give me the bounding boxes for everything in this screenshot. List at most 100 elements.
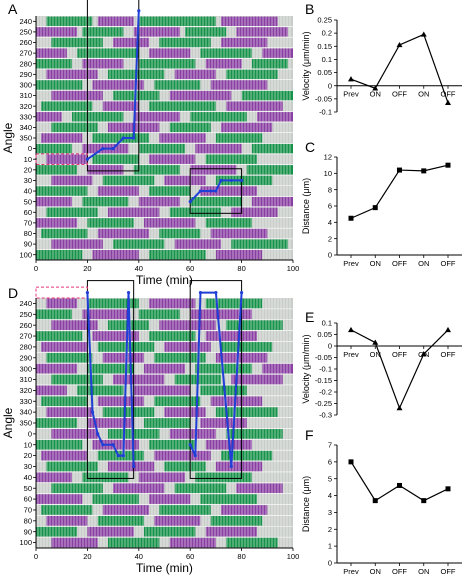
segment-green (138, 16, 216, 27)
segment-purple (236, 27, 288, 37)
segment-purple (87, 165, 124, 175)
y-tick-label: 0.2 (322, 29, 332, 38)
x-tick-label: OFF (392, 350, 407, 359)
segment-green (51, 122, 98, 133)
segment-purple (133, 27, 180, 37)
panel-letter: E (305, 309, 314, 325)
segment-green (251, 59, 288, 69)
y-axis-title: Velocity (μm/min) (301, 31, 311, 100)
segment-green (82, 196, 129, 207)
y-tick-label: 250 (19, 310, 32, 319)
trajectory-point (229, 178, 233, 183)
data-point-square (397, 167, 402, 173)
segment-purple (102, 352, 144, 363)
segment-green (46, 352, 93, 363)
segment-green (87, 218, 134, 228)
segment-purple (36, 218, 78, 228)
trajectory-line (189, 291, 243, 467)
segment-purple (174, 239, 222, 249)
data-point-square (421, 168, 427, 174)
y-axis-title: Angle (1, 407, 15, 438)
y-tick-label: 7 (328, 441, 332, 450)
y-tick-label: 10 (24, 440, 32, 449)
trajectory-point (188, 443, 192, 447)
segment-purple (36, 385, 67, 396)
y-tick-label: 2 (328, 234, 332, 243)
data-point-square (348, 459, 354, 465)
x-tick-label: 0 (34, 552, 38, 561)
data-point-square (445, 486, 451, 492)
segment-purple (231, 207, 278, 217)
segment-purple (169, 537, 216, 548)
stripe-texture (37, 298, 291, 548)
y-tick-label: 350 (19, 419, 32, 428)
y-tick-label: -0.15 (315, 376, 332, 385)
segment-green (200, 494, 258, 504)
segment-purple (92, 80, 144, 90)
y-tick-label: 12 (324, 153, 332, 162)
segment-green (226, 537, 278, 548)
segment-green (36, 59, 72, 69)
segment-purple (154, 515, 201, 526)
segment-green (154, 396, 201, 407)
trajectory-point (240, 178, 244, 183)
segment-green (82, 472, 129, 483)
trajectory-point (111, 443, 115, 447)
segment-green (169, 122, 211, 133)
trajectory-point (85, 157, 89, 161)
segment-green (77, 385, 124, 396)
y-tick-label: -0.25 (315, 399, 332, 408)
data-point-triangle (396, 405, 403, 411)
x-tick-label: ON (370, 259, 381, 268)
segment-green (205, 154, 258, 164)
segment-purple (205, 331, 258, 341)
x-tick-label: ON (418, 259, 429, 268)
segment-green (46, 16, 93, 27)
segment-green (41, 505, 93, 515)
segment-green (149, 249, 206, 260)
segment-purple (97, 228, 150, 239)
segment-purple (41, 450, 88, 461)
trajectory-point (198, 290, 203, 295)
segment-green (41, 101, 93, 111)
segment-purple (221, 16, 278, 27)
y-tick-label: 5 (328, 474, 332, 483)
y-tick-label: 80 (24, 516, 32, 525)
y-tick-label: 0 (28, 429, 32, 438)
data-point-square (421, 498, 427, 504)
data-point-triangle (420, 31, 427, 37)
y-tick-label: 270 (19, 49, 32, 58)
series-line (350, 164, 449, 219)
trajectory-point (137, 9, 141, 13)
x-tick-label: 20 (83, 552, 91, 561)
segment-purple (133, 385, 191, 396)
x-tick-label: OFF (441, 90, 456, 99)
panel-c-line: C 0 2 4 6 8 10 12 Prev ON OFF ON OFF Distance (μm) (301, 139, 462, 268)
segment-purple (36, 196, 72, 207)
y-tick-label: 30 (24, 462, 32, 471)
y-tick-label: 40 (24, 187, 32, 196)
y-tick-label: 330 (19, 112, 32, 121)
y-tick-label: 0 (328, 342, 332, 351)
x-tick-label: 20 (83, 264, 91, 273)
x-tick-label: 80 (237, 552, 245, 561)
segment-purple (102, 505, 150, 515)
y-tick-label: 260 (19, 38, 32, 47)
segment-green (205, 218, 252, 228)
segment-green (92, 133, 150, 143)
segment-purple (87, 418, 134, 428)
segment-green (226, 69, 278, 80)
y-tick-label: 0.1 (322, 55, 332, 64)
segment-purple (195, 143, 242, 154)
y-tick-label: 340 (19, 408, 32, 417)
segment-purple (36, 112, 62, 122)
segment-purple (133, 112, 180, 122)
x-tick-label: 100 (287, 264, 300, 273)
segment-purple (46, 515, 88, 526)
y-tick-label: 250 (19, 28, 32, 37)
y-tick-label: 30 (24, 176, 32, 185)
panel-a-heatmap: A240250260270280290300310320330340350010… (1, 0, 299, 287)
y-tick-label: 300 (19, 364, 32, 373)
data-point-square (445, 162, 451, 168)
